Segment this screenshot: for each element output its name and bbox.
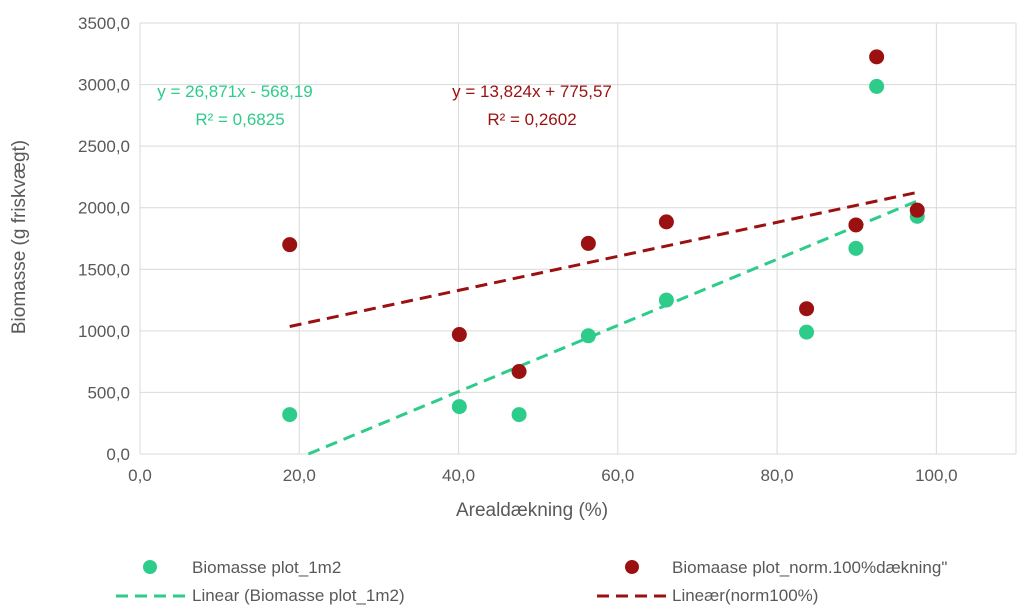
- x-tick-label: 100,0: [915, 466, 958, 485]
- data-point-series-1: [282, 407, 298, 423]
- data-point-series-1: [848, 240, 864, 256]
- r2-label-green: R² = 0,6825: [195, 110, 284, 129]
- data-point-series-2: [848, 217, 864, 233]
- y-tick-label: 2000,0: [78, 199, 130, 218]
- y-tick-label: 1500,0: [78, 260, 130, 279]
- y-tick-label: 500,0: [87, 383, 130, 402]
- y-tick-label: 0,0: [106, 445, 130, 464]
- x-tick-label: 20,0: [283, 466, 316, 485]
- x-tick-label: 0,0: [128, 466, 152, 485]
- data-point-series-1: [869, 78, 885, 94]
- data-point-series-2: [909, 202, 925, 218]
- data-point-series-2: [282, 237, 298, 253]
- data-point-series-1: [511, 407, 527, 423]
- data-point-series-1: [799, 324, 815, 340]
- data-point-series-2: [580, 235, 596, 251]
- data-points: [282, 49, 925, 423]
- trendlines: [289, 190, 918, 456]
- legend-label-series-1: Biomasse plot_1m2: [192, 558, 341, 577]
- y-tick-label: 3500,0: [78, 14, 130, 33]
- legend: Biomasse plot_1m2 Linear (Biomasse plot_…: [116, 558, 947, 605]
- legend-label-series-2: Biomaase plot_norm.100%dækning": [672, 558, 947, 577]
- y-tick-label: 2500,0: [78, 137, 130, 156]
- r2-label-red: R² = 0,2602: [487, 110, 576, 129]
- trendline-equation-green: y = 26,871x - 568,19 R² = 0,6825: [157, 82, 312, 129]
- data-point-series-1: [658, 292, 674, 308]
- gridlines: [139, 22, 1017, 455]
- y-tick-label: 3000,0: [78, 76, 130, 95]
- data-point-series-2: [799, 301, 815, 317]
- data-point-series-2: [869, 49, 885, 65]
- legend-label-trend-1: Linear (Biomasse plot_1m2): [192, 586, 405, 605]
- x-tick-label: 60,0: [601, 466, 634, 485]
- data-point-series-2: [511, 363, 527, 379]
- data-point-series-2: [451, 327, 467, 343]
- y-tick-label: 1000,0: [78, 322, 130, 341]
- data-point-series-2: [658, 214, 674, 230]
- trendline-2: [289, 190, 918, 328]
- equation-label-green: y = 26,871x - 568,19: [157, 82, 312, 101]
- x-tick-label: 40,0: [442, 466, 475, 485]
- x-axis-title: Arealdækning (%): [456, 500, 608, 521]
- data-point-series-1: [580, 328, 596, 344]
- equation-label-red: y = 13,824x + 775,57: [452, 82, 612, 101]
- legend-marker-series-2: [625, 560, 639, 574]
- x-tick-labels: 0,0 20,0 40,0 60,0 80,0 100,0: [128, 466, 957, 485]
- legend-label-trend-2: Lineær(norm100%): [672, 586, 818, 605]
- legend-marker-series-1: [143, 560, 157, 574]
- y-axis-title: Biomasse (g friskvægt): [9, 140, 30, 334]
- y-tick-labels: 0,0 500,0 1000,0 1500,0 2000,0 2500,0 3000,0 35…: [78, 14, 130, 464]
- data-point-series-1: [451, 399, 467, 415]
- trendline-1: [307, 199, 918, 456]
- x-tick-label: 80,0: [761, 466, 794, 485]
- trendline-equation-red: y = 13,824x + 775,57 R² = 0,2602: [452, 82, 612, 129]
